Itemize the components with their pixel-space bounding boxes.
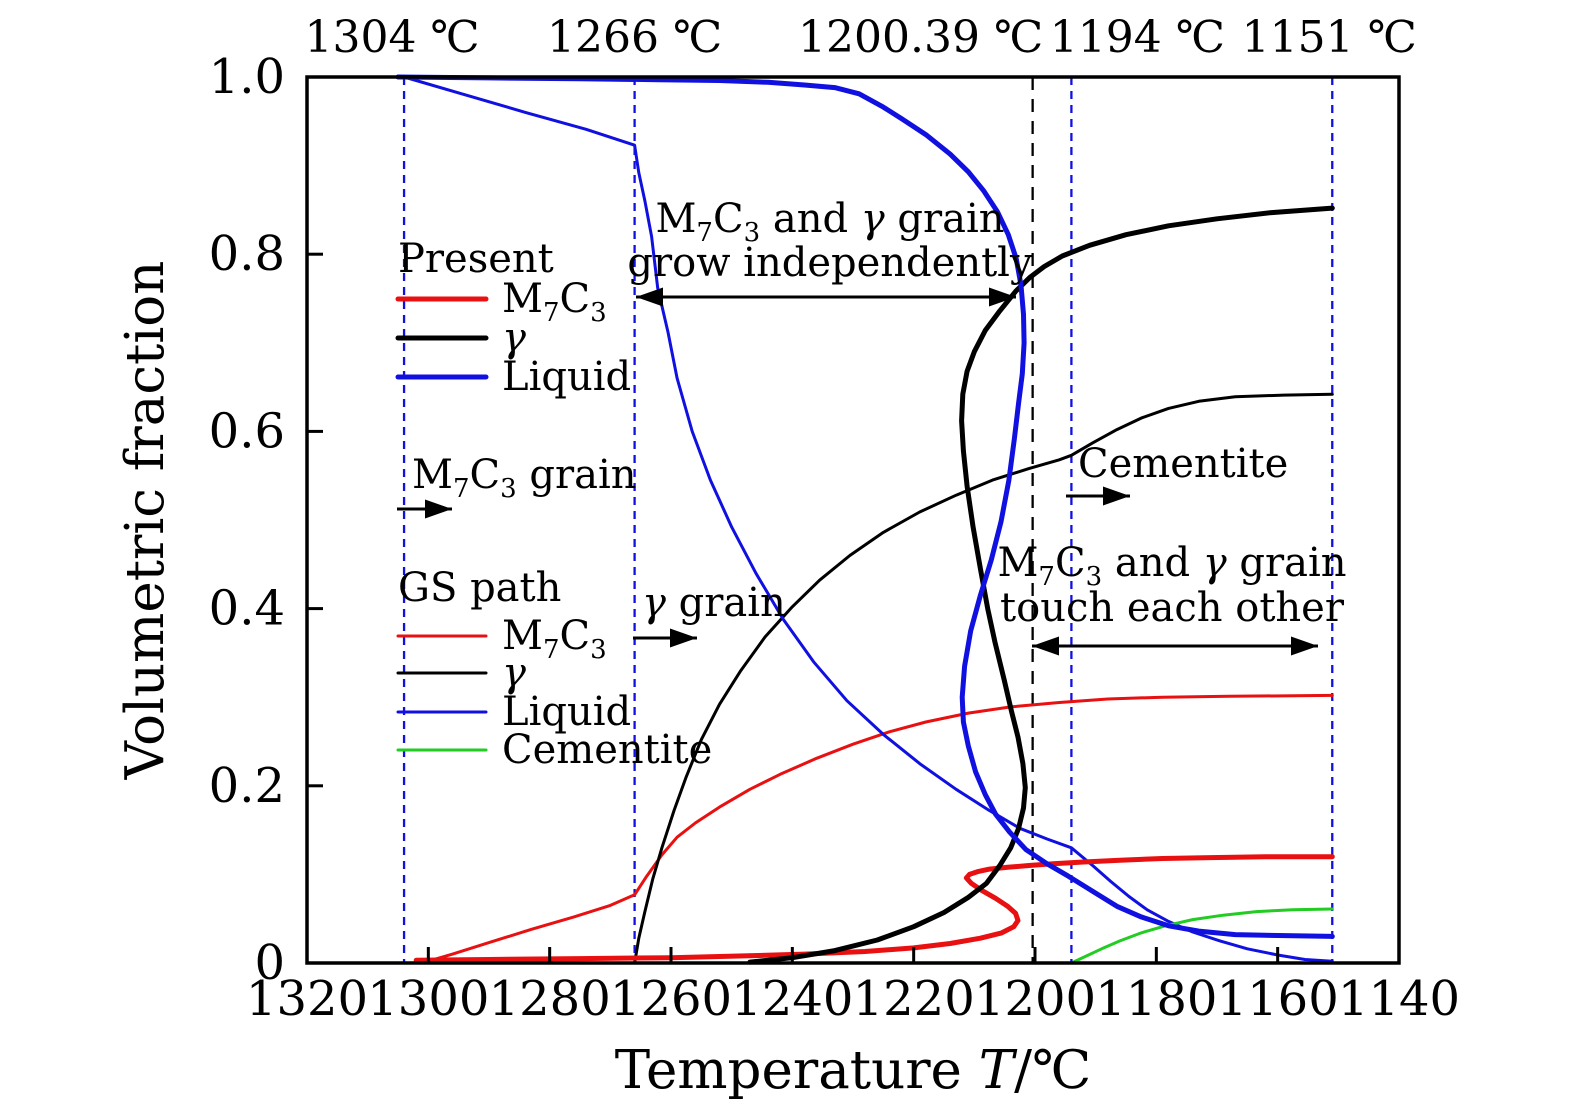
arrowhead-icon (670, 628, 697, 648)
top-temp-label: 1200.39 ℃ (798, 12, 1043, 63)
x-tick-label: 1240 (731, 971, 853, 1027)
y-tick-label: 0.8 (209, 226, 285, 282)
arrowhead-icon (1291, 636, 1318, 656)
arrowhead-icon (636, 287, 663, 307)
x-tick-label: 1160 (1217, 971, 1339, 1027)
x-tick-label: 1140 (1338, 971, 1460, 1027)
series-present-liquid (395, 74, 1335, 939)
annotation-grow-independently: grow independently (627, 240, 1033, 286)
legend-label: γ (502, 650, 526, 696)
x-tick-label: 1180 (1095, 971, 1217, 1027)
annotation-m7c3-grain: M7C3 grain (412, 452, 637, 504)
annotation-grow-independently: M7C3 and γ grain (655, 196, 1004, 248)
plot-border (305, 75, 1401, 965)
series-present-gamma (747, 205, 1335, 965)
annotation-touch-each-other: touch each other (1000, 585, 1345, 631)
y-tick-label: 0.4 (209, 581, 285, 637)
x-tick-label: 1300 (367, 971, 489, 1027)
legend-label: M7C3 (502, 276, 607, 328)
top-temp-label: 1266 ℃ (547, 12, 722, 63)
arrowhead-icon (1103, 486, 1130, 506)
x-tick-label: 1200 (974, 971, 1096, 1027)
series-gs-m7c3 (420, 693, 1334, 965)
arrowhead-icon (989, 287, 1016, 307)
y-axis-title: Volumetric fraction (115, 261, 176, 781)
y-tick-label: 0 (254, 935, 285, 991)
legend-label: Liquid (502, 354, 631, 400)
top-temp-label: 1304 ℃ (304, 12, 479, 63)
x-tick-label: 1260 (610, 971, 732, 1027)
arrowhead-icon (1032, 636, 1059, 656)
legend-title-present: Present (398, 236, 554, 282)
legend-label: Cementite (502, 727, 712, 773)
annotation-gamma-grain: γ grain (642, 580, 786, 626)
y-tick-label: 0.6 (209, 403, 285, 459)
x-tick-label: 1280 (489, 971, 611, 1027)
legend-label: Liquid (502, 689, 631, 735)
top-temp-label: 1151 ℃ (1242, 12, 1417, 63)
x-axis-title: Temperature T/℃ (615, 1040, 1092, 1101)
series-gs-gamma (633, 392, 1334, 965)
y-tick-label: 0.2 (209, 758, 285, 814)
y-tick-label: 1.0 (209, 49, 285, 105)
legend-title-gs-path: GS path (398, 565, 561, 611)
x-tick-label: 1220 (853, 971, 975, 1027)
legend-label: γ (502, 315, 526, 361)
series-present-m7c3 (413, 854, 1335, 963)
annotation-touch-each-other: M7C3 and γ grain (997, 540, 1346, 592)
x-tick-label: 1320 (246, 971, 368, 1027)
arrowhead-icon (425, 499, 452, 519)
annotation-cementite-label: Cementite (1078, 441, 1288, 487)
legend-label: M7C3 (502, 613, 607, 665)
top-temp-label: 1194 ℃ (1050, 12, 1225, 63)
